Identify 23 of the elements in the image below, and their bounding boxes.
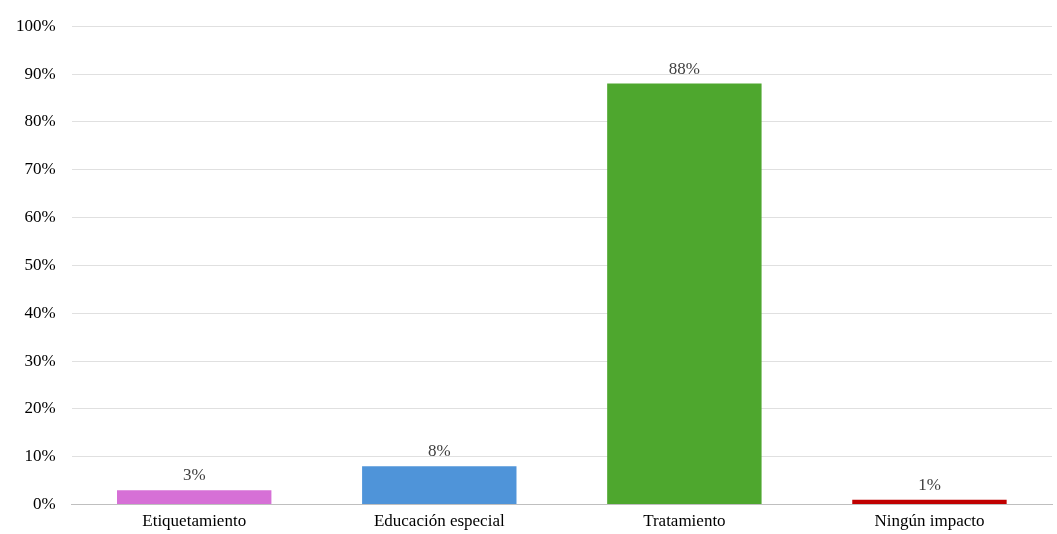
bar [852, 499, 1007, 505]
y-tick-label: 0% [32, 494, 56, 514]
data-label: 88% [668, 58, 700, 78]
data-label: 1% [918, 474, 941, 494]
y-tick-label: 80% [24, 111, 56, 131]
bar [607, 83, 762, 505]
bar [117, 490, 272, 505]
bar [362, 466, 517, 505]
y-tick-label: 60% [24, 207, 56, 227]
y-tick-label: 90% [24, 63, 56, 83]
data-label: 3% [182, 465, 206, 485]
x-tick-label: Ningún impacto [874, 511, 985, 531]
x-tick-label: Educación especial [373, 511, 505, 531]
y-tick-label: 40% [24, 302, 56, 322]
y-tick-label: 20% [24, 398, 56, 418]
y-tick-label: 100% [15, 15, 56, 35]
x-tick-label: Etiquetamiento [142, 511, 247, 531]
y-tick-label: 50% [24, 254, 56, 274]
x-tick-label: Tratamiento [643, 511, 726, 531]
y-tick-label: 30% [24, 350, 56, 370]
y-tick-label: 70% [24, 159, 56, 179]
y-tick-label: 10% [24, 446, 56, 466]
data-label: 8% [427, 441, 451, 461]
